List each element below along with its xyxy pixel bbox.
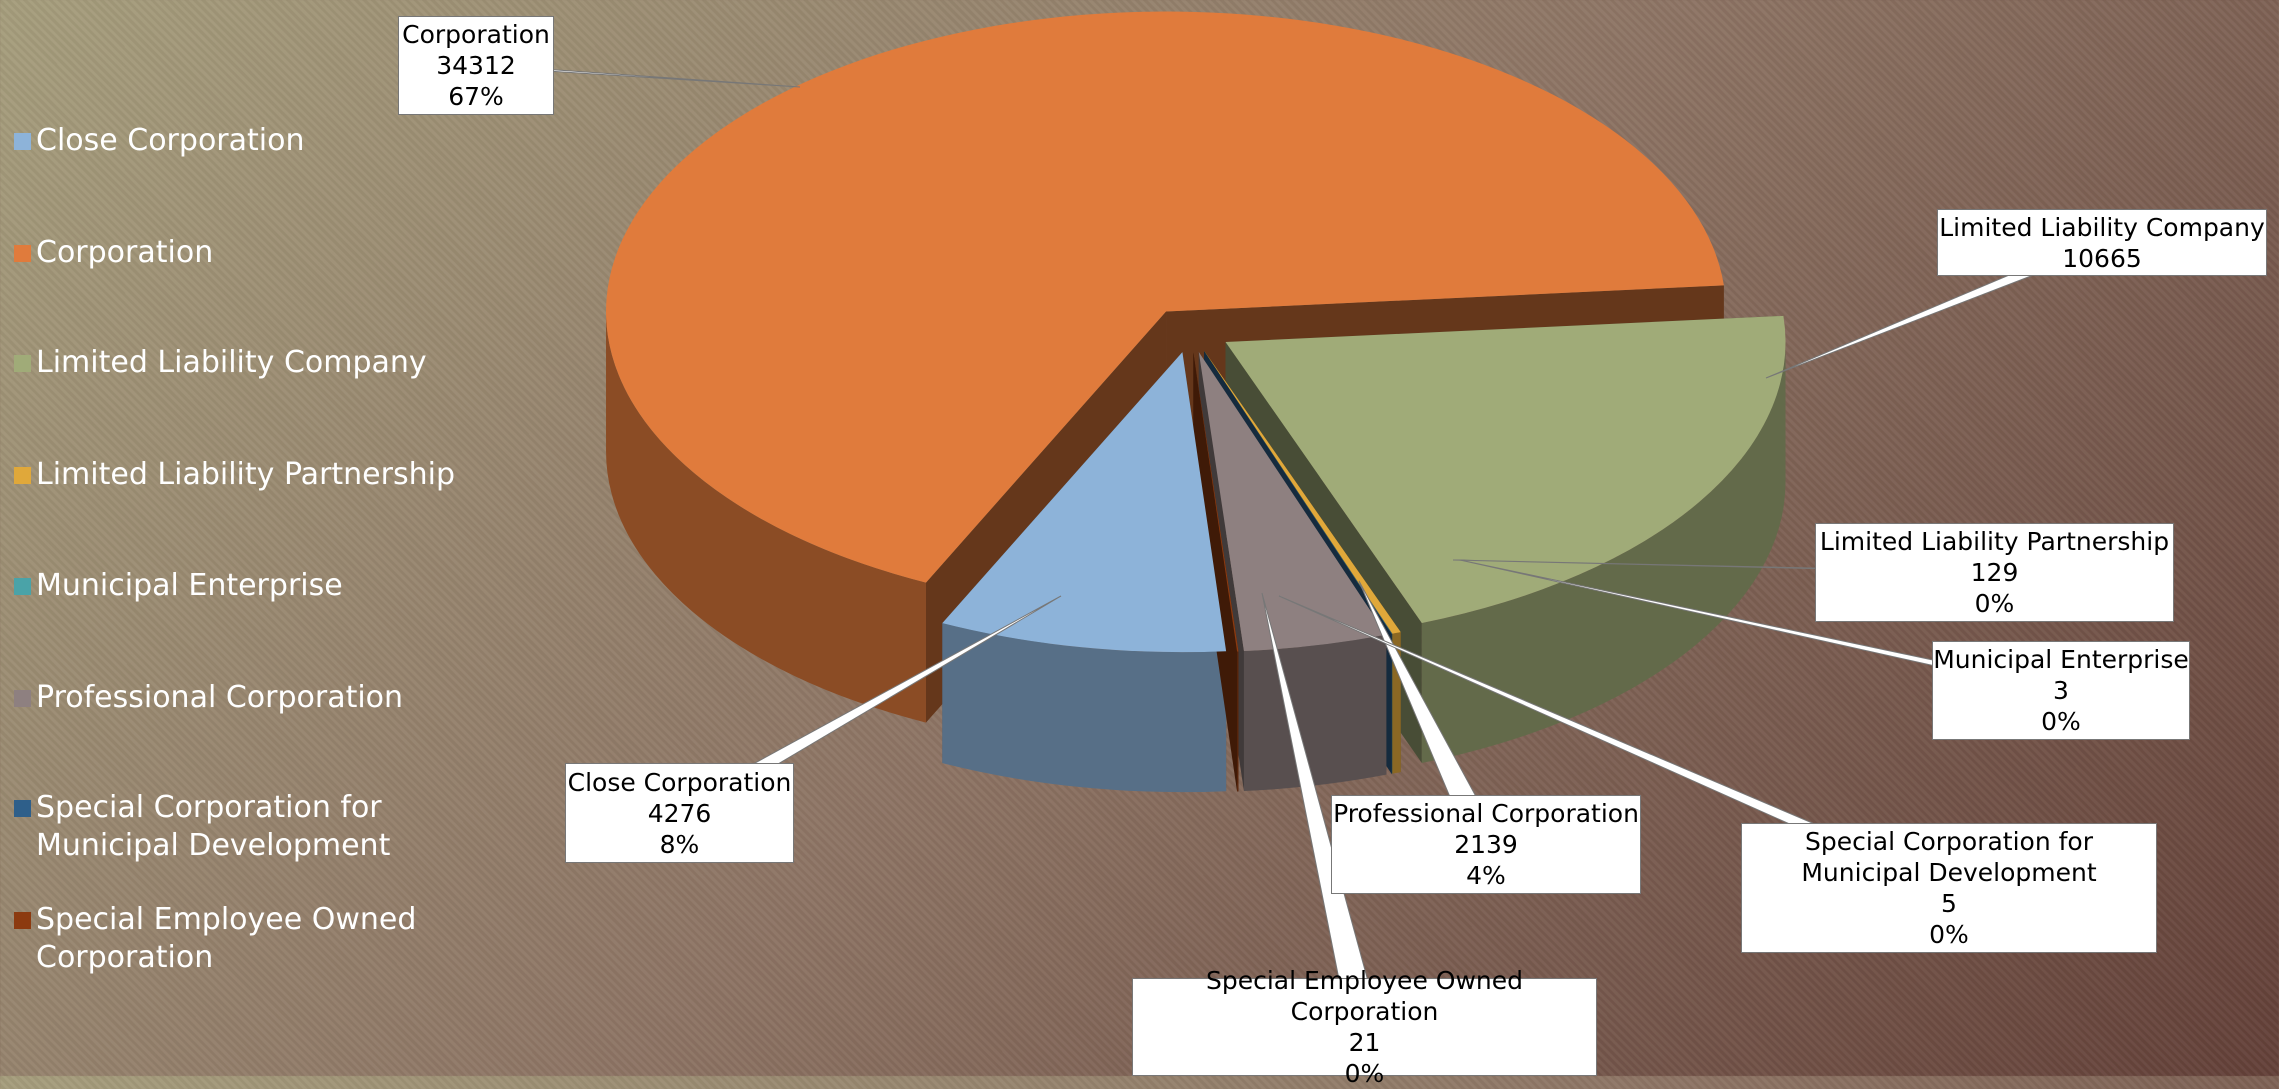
legend-swatch bbox=[14, 912, 31, 929]
label-name: Special Employee Owned Corporation bbox=[1133, 965, 1596, 1027]
legend-item: Municipal Enterprise bbox=[14, 567, 476, 605]
legend-item: Limited Liability Partnership bbox=[14, 456, 476, 494]
legend-item: Special Employee Owned Corporation bbox=[14, 901, 476, 977]
label-value: 3 bbox=[1933, 675, 2189, 706]
label-name: Close Corporation bbox=[566, 767, 793, 798]
legend-swatch bbox=[14, 245, 31, 262]
data-label: Special Corporation for Municipal Develo… bbox=[1741, 823, 2157, 953]
label-percent: 67% bbox=[399, 81, 553, 112]
legend-item: Professional Corporation bbox=[14, 679, 476, 717]
label-percent: 0% bbox=[1133, 1058, 1596, 1089]
slice-wall bbox=[1244, 635, 1386, 791]
label-value: 2139 bbox=[1332, 829, 1640, 860]
label-name: Limited Liability Company bbox=[1938, 212, 2266, 243]
label-name: Limited Liability Partnership bbox=[1816, 526, 2173, 557]
label-name: Municipal Enterprise bbox=[1933, 644, 2189, 675]
legend-item: Corporation bbox=[14, 234, 476, 272]
label-name: Special Corporation for Municipal Develo… bbox=[1742, 826, 2156, 888]
label-percent: 0% bbox=[1816, 588, 2173, 619]
legend-label: Limited Liability Company bbox=[36, 344, 476, 382]
label-name: Corporation bbox=[399, 19, 553, 50]
label-percent: 0% bbox=[1742, 919, 2156, 950]
legend-label: Municipal Enterprise bbox=[36, 567, 476, 605]
label-value: 21 bbox=[1133, 1027, 1596, 1058]
legend-label: Special Corporation for Municipal Develo… bbox=[36, 789, 476, 865]
legend-item: Special Corporation for Municipal Develo… bbox=[14, 789, 476, 865]
slice-wall bbox=[1237, 651, 1238, 791]
legend-swatch bbox=[14, 355, 31, 372]
label-percent: 4% bbox=[1332, 860, 1640, 891]
legend-swatch bbox=[14, 578, 31, 595]
legend-label: Close Corporation bbox=[36, 122, 476, 160]
legend-swatch bbox=[14, 800, 31, 817]
legend-label: Corporation bbox=[36, 234, 476, 272]
legend-item: Close Corporation bbox=[14, 122, 476, 160]
label-value: 4276 bbox=[566, 798, 793, 829]
label-percent: 0% bbox=[1933, 706, 2189, 737]
legend-swatch bbox=[14, 133, 31, 150]
legend-item: Limited Liability Company bbox=[14, 344, 476, 382]
legend-swatch bbox=[14, 467, 31, 484]
label-value: 10665 bbox=[1938, 243, 2266, 274]
label-value: 34312 bbox=[399, 50, 553, 81]
label-name: Professional Corporation bbox=[1332, 798, 1640, 829]
label-value: 129 bbox=[1816, 557, 2173, 588]
label-percent: 8% bbox=[566, 829, 793, 860]
legend-label: Special Employee Owned Corporation bbox=[36, 901, 476, 977]
label-value: 5 bbox=[1742, 888, 2156, 919]
legend-label: Professional Corporation bbox=[36, 679, 476, 717]
legend-label: Limited Liability Partnership bbox=[36, 456, 476, 494]
legend-swatch bbox=[14, 690, 31, 707]
